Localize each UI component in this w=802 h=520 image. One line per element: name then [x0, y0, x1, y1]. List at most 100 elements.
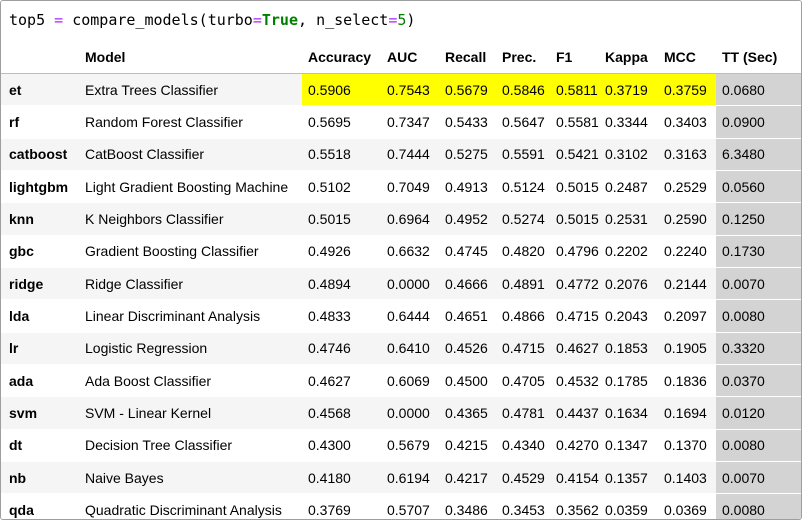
row-index: qda: [1, 493, 79, 519]
row-index: rf: [1, 105, 79, 139]
cell-recall: 0.4500: [439, 364, 496, 398]
index-header: [1, 41, 79, 74]
cell-mcc: 0.1905: [658, 332, 716, 366]
cell-kappa: 0.3719: [599, 73, 658, 107]
cell-tt-sec: 6.3480: [716, 138, 801, 172]
cell-f1: 0.5811: [550, 73, 599, 107]
code-arg2-name: n_select: [316, 11, 389, 29]
row-index: catboost: [1, 138, 79, 172]
column-header-recall: Recall: [439, 41, 496, 74]
cell-kappa: 0.1357: [599, 461, 658, 495]
code-close-paren: ): [406, 11, 416, 29]
column-header-kappa: Kappa: [599, 41, 658, 74]
cell-recall: 0.3486: [439, 493, 496, 519]
cell-recall: 0.5275: [439, 138, 496, 172]
cell-recall: 0.5433: [439, 105, 496, 139]
table-row: lightgbm Light Gradient Boosting Machine 0…: [1, 170, 801, 204]
cell-precision: 0.4705: [496, 364, 550, 398]
cell-accuracy: 0.4833: [302, 299, 381, 333]
cell-model: K Neighbors Classifier: [79, 202, 302, 236]
row-index: ada: [1, 364, 79, 398]
cell-recall: 0.4215: [439, 429, 496, 463]
code-line[interactable]: top5 = compare_models(turbo=True, n_sele…: [9, 9, 415, 31]
column-header-auc: AUC: [381, 41, 439, 74]
cell-tt-sec: 0.0560: [716, 170, 801, 204]
cell-auc: 0.0000: [381, 267, 439, 301]
table-row: svm SVM - Linear Kernel 0.4568 0.0000 0.4365…: [1, 396, 801, 430]
cell-auc: 0.6069: [381, 364, 439, 398]
column-header-precision: Prec.: [496, 41, 550, 74]
cell-tt-sec: 0.0070: [716, 267, 801, 301]
row-index: et: [1, 73, 79, 107]
cell-tt-sec: 0.0080: [716, 299, 801, 333]
code-input-area[interactable]: [1, 1, 801, 39]
table-header-row: Model Accuracy AUC Recall Prec. F1 Kappa…: [1, 41, 801, 74]
table-row: qda Quadratic Discriminant Analysis 0.3769…: [1, 493, 801, 519]
cell-kappa: 0.2202: [599, 235, 658, 269]
row-index: svm: [1, 396, 79, 430]
cell-recall: 0.4365: [439, 396, 496, 430]
cell-accuracy: 0.4627: [302, 364, 381, 398]
cell-kappa: 0.3102: [599, 138, 658, 172]
table-row: et Extra Trees Classifier 0.5906 0.7543 0.56…: [1, 73, 801, 107]
cell-precision: 0.5591: [496, 138, 550, 172]
cell-auc: 0.6964: [381, 202, 439, 236]
cell-recall: 0.4217: [439, 461, 496, 495]
code-arg1-value: True: [261, 11, 298, 29]
cell-f1: 0.4772: [550, 267, 599, 301]
cell-auc: 0.7347: [381, 105, 439, 139]
cell-precision: 0.4340: [496, 429, 550, 463]
cell-model: Light Gradient Boosting Machine: [79, 170, 302, 204]
cell-precision: 0.4781: [496, 396, 550, 430]
cell-accuracy: 0.5102: [302, 170, 381, 204]
cell-model: Random Forest Classifier: [79, 105, 302, 139]
cell-tt-sec: 0.0900: [716, 105, 801, 139]
cell-auc: 0.5679: [381, 429, 439, 463]
row-index: nb: [1, 461, 79, 495]
cell-auc: 0.7049: [381, 170, 439, 204]
table-row: lda Linear Discriminant Analysis 0.4833 0.6…: [1, 299, 801, 333]
code-arg1-operator: =: [252, 11, 262, 29]
table-row: nb Naive Bayes 0.4180 0.6194 0.4217 0.4529 0.4…: [1, 461, 801, 495]
table-row: ridge Ridge Classifier 0.4894 0.0000 0.4666 0…: [1, 267, 801, 301]
cell-recall: 0.4952: [439, 202, 496, 236]
column-header-f1: F1: [550, 41, 599, 74]
cell-recall: 0.4526: [439, 332, 496, 366]
cell-model: SVM - Linear Kernel: [79, 396, 302, 430]
cell-model: Decision Tree Classifier: [79, 429, 302, 463]
cell-precision: 0.5647: [496, 105, 550, 139]
cell-mcc: 0.2240: [658, 235, 716, 269]
cell-precision: 0.5274: [496, 202, 550, 236]
cell-f1: 0.5015: [550, 170, 599, 204]
cell-mcc: 0.2097: [658, 299, 716, 333]
cell-f1: 0.4796: [550, 235, 599, 269]
cell-accuracy: 0.4746: [302, 332, 381, 366]
cell-kappa: 0.2076: [599, 267, 658, 301]
column-header-tt-sec: TT (Sec): [716, 41, 801, 74]
cell-precision: 0.5846: [496, 73, 550, 107]
cell-auc: 0.6444: [381, 299, 439, 333]
cell-mcc: 0.1694: [658, 396, 716, 430]
cell-f1: 0.5421: [550, 138, 599, 172]
cell-mcc: 0.0369: [658, 493, 716, 519]
code-arg2-operator: =: [388, 11, 398, 29]
cell-model: Naive Bayes: [79, 461, 302, 495]
code-arg1-name: turbo: [207, 11, 253, 29]
cell-auc: 0.7543: [381, 73, 439, 107]
cell-model: CatBoost Classifier: [79, 138, 302, 172]
cell-f1: 0.4532: [550, 364, 599, 398]
cell-kappa: 0.2043: [599, 299, 658, 333]
cell-kappa: 0.1634: [599, 396, 658, 430]
column-header-mcc: MCC: [658, 41, 716, 74]
cell-auc: 0.6410: [381, 332, 439, 366]
cell-model: Ada Boost Classifier: [79, 364, 302, 398]
cell-auc: 0.6194: [381, 461, 439, 495]
cell-tt-sec: 0.1250: [716, 202, 801, 236]
cell-tt-sec: 0.0370: [716, 364, 801, 398]
cell-model: Gradient Boosting Classifier: [79, 235, 302, 269]
cell-accuracy: 0.5906: [302, 73, 381, 107]
cell-auc: 0.5707: [381, 493, 439, 519]
cell-precision: 0.4715: [496, 332, 550, 366]
row-index: lightgbm: [1, 170, 79, 204]
